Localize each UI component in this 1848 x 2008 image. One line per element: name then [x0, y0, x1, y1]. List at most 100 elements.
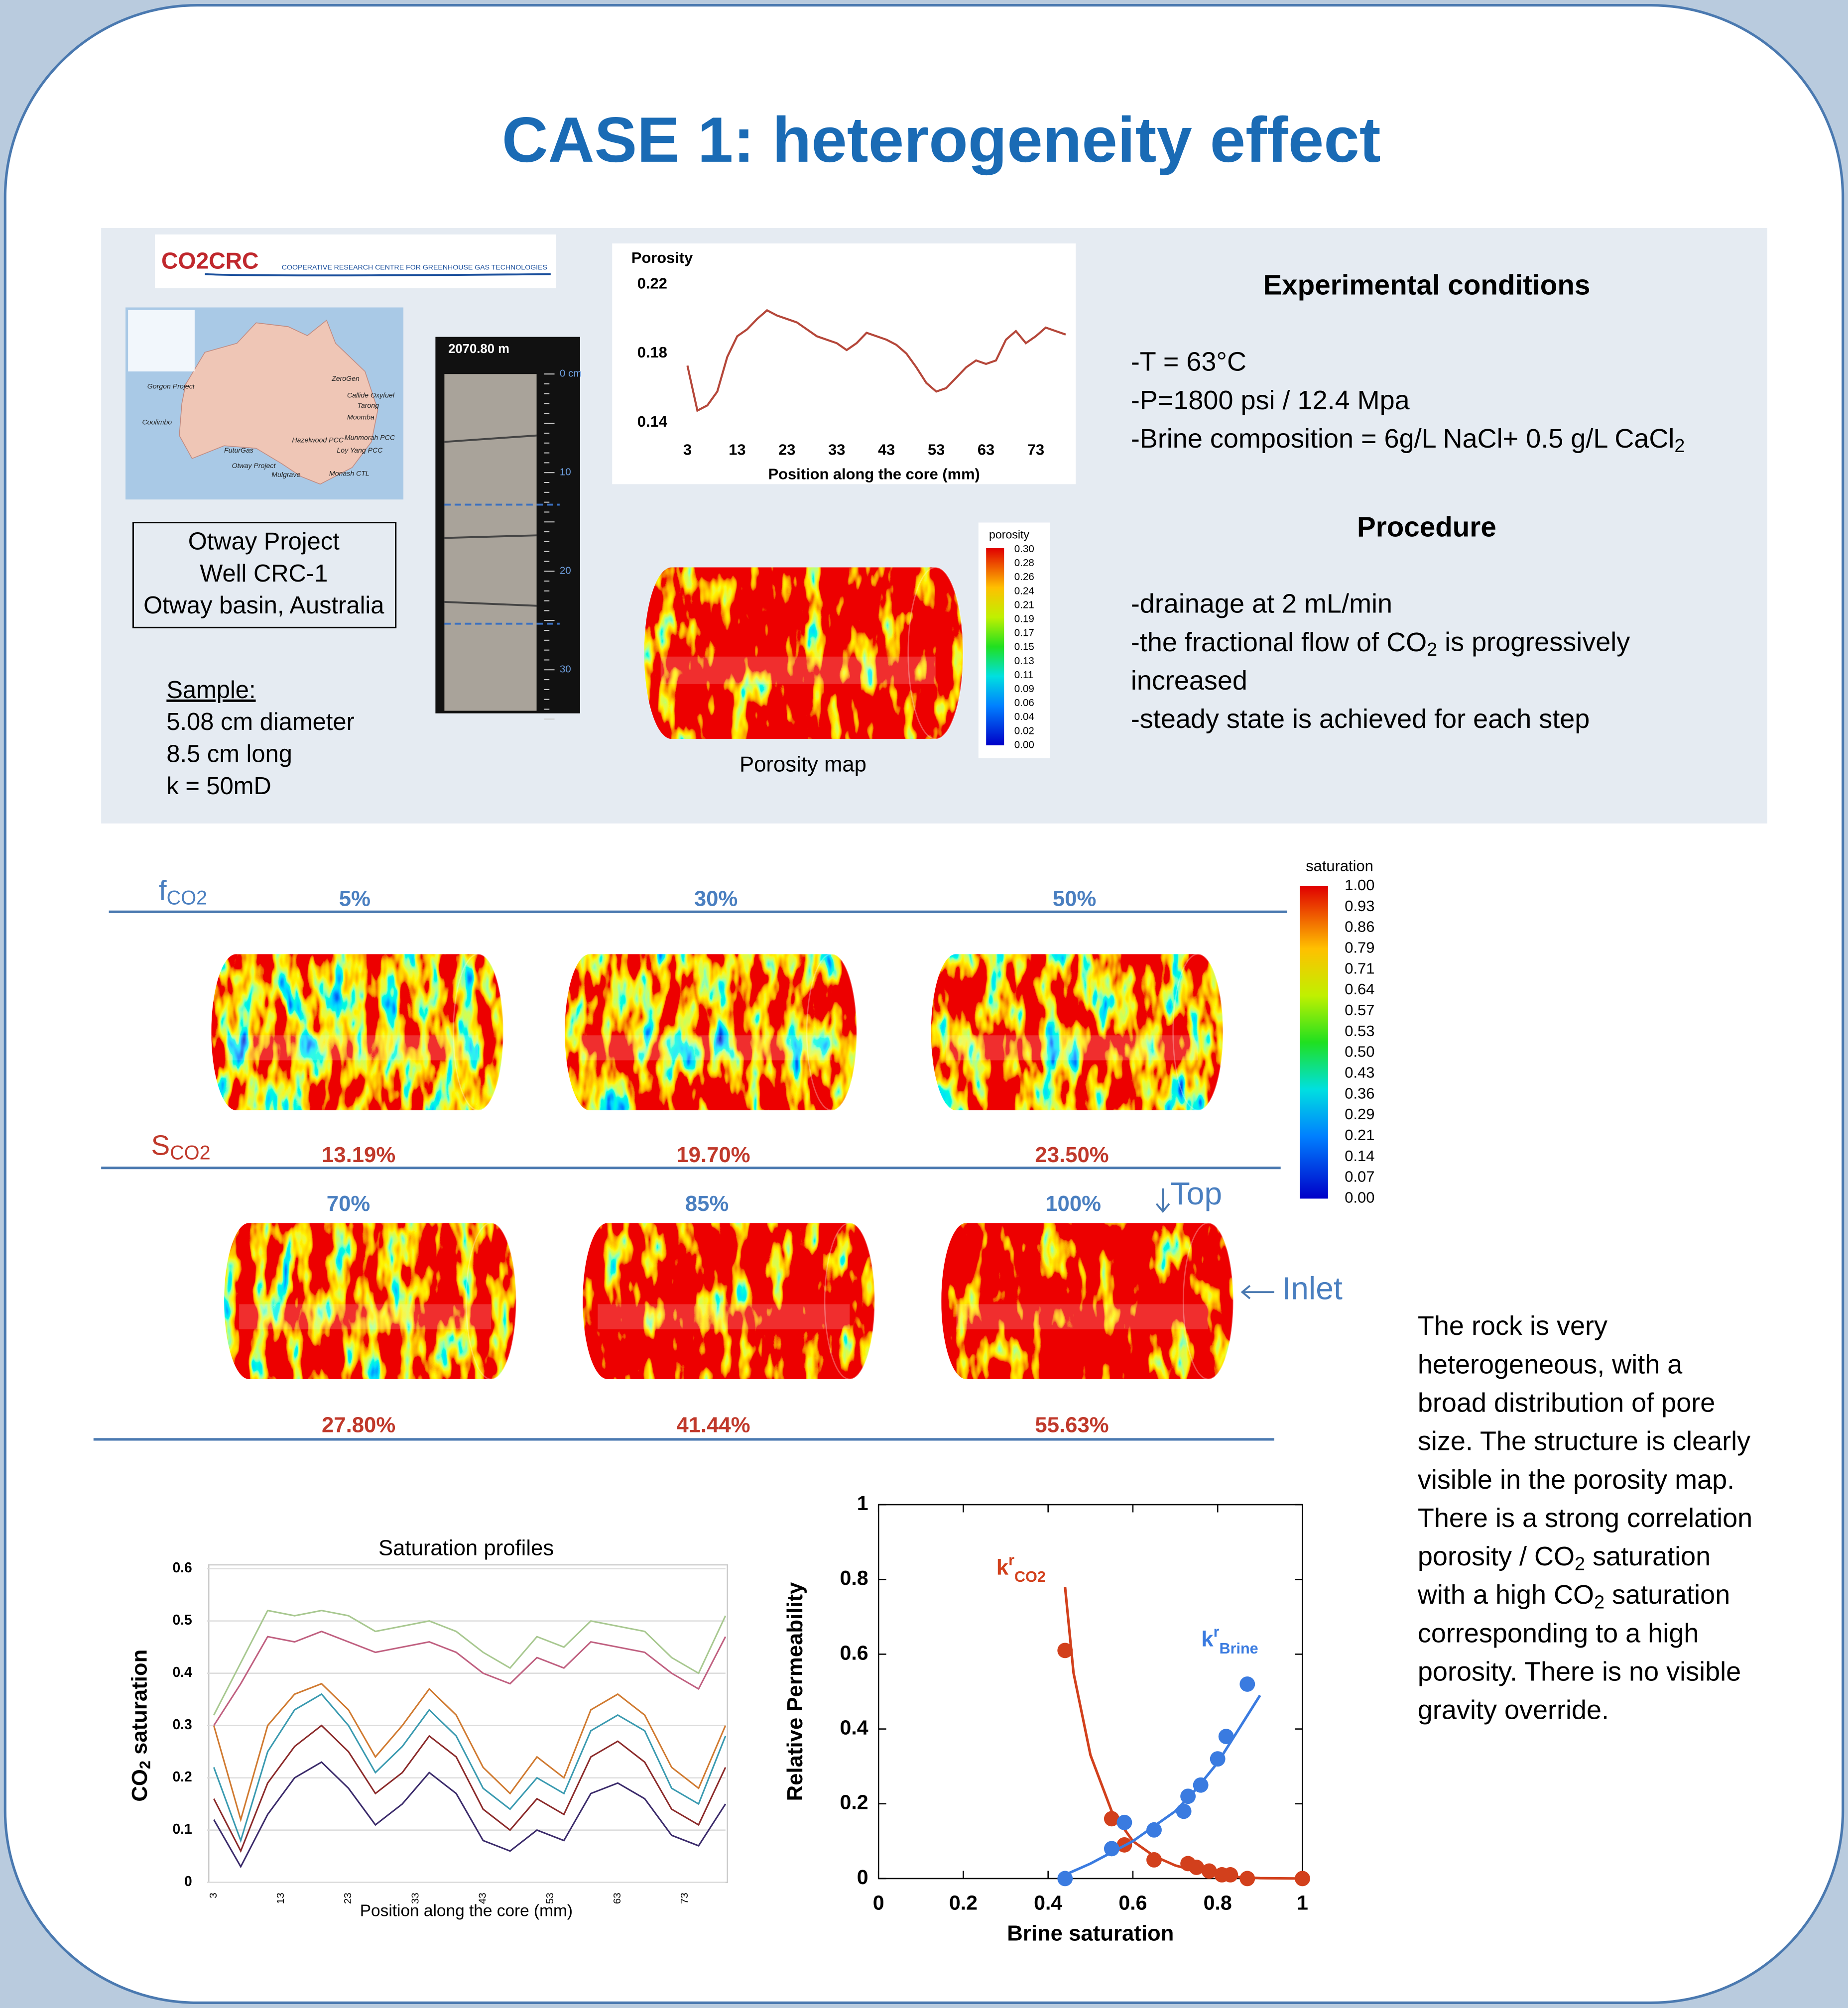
description-line: porosity. There is no visible — [1418, 1657, 1741, 1687]
logo-brand: CRC — [209, 248, 258, 274]
inlet-label: Inlet — [1282, 1271, 1343, 1306]
x-tick-label: 13 — [729, 441, 745, 459]
y-axis-label: CO2 saturation — [127, 1650, 153, 1802]
y-tick-label: 0.8 — [840, 1566, 868, 1589]
data-point — [1210, 1751, 1226, 1767]
cylinder — [565, 954, 857, 1110]
y-axis-label-part: 2 — [137, 1761, 154, 1769]
ruler-label: 20 — [560, 565, 571, 577]
data-line — [213, 1630, 727, 1726]
map-site: Hazelwood PCC — [292, 436, 344, 444]
y-tick-label: 0.4 — [172, 1664, 192, 1680]
y-tick-label: 1 — [857, 1492, 868, 1515]
data-point — [1189, 1860, 1205, 1875]
map-site: Gorgon Project — [147, 382, 195, 390]
f-label: fCO2 — [159, 875, 207, 909]
description-line-part: size. The structure is clearly — [1418, 1426, 1750, 1456]
logo-tagline: COOPERATIVE RESEARCH CENTRE FOR GREENHOU… — [282, 263, 547, 271]
map-site: FuturGas — [224, 446, 253, 454]
x-axis-label: Brine saturation — [1007, 1921, 1174, 1946]
map-site: Coolimbo — [142, 418, 172, 426]
x-tick-label: 63 — [612, 1892, 623, 1904]
data-point — [1116, 1814, 1132, 1830]
description-line: visible in the porosity map. — [1418, 1465, 1734, 1495]
description-line-part: The rock is very — [1418, 1311, 1607, 1341]
sample-heading: Sample: — [166, 677, 255, 704]
colorbar — [986, 548, 1004, 746]
colorbar-label: 0.21 — [1345, 1126, 1374, 1144]
cylinder-edge — [907, 567, 964, 740]
y-axis-label-part: CO — [127, 1769, 151, 1802]
colorbar-label: 0.43 — [1345, 1064, 1374, 1081]
fraction-label: 5% — [339, 887, 370, 911]
map-legend — [128, 310, 195, 372]
description-line: size. The structure is clearly — [1418, 1426, 1750, 1456]
colorbar-label: 0.02 — [1014, 725, 1034, 736]
description-line-part: saturation — [1585, 1541, 1711, 1571]
map-site: Otway Project — [232, 462, 276, 470]
procedure-line-part: -the fractional flow of CO — [1131, 627, 1427, 657]
colorbar-label: 0.28 — [1014, 557, 1034, 569]
cylinder-cut — [239, 1304, 492, 1329]
y-tick-label: 0.6 — [840, 1641, 868, 1664]
y-tick-label: 0.2 — [172, 1769, 192, 1784]
x-axis-label: Position along the core (mm) — [360, 1902, 573, 1920]
cylinder-cut — [956, 1304, 1209, 1329]
cylinder-cut — [580, 1035, 832, 1061]
fraction-label: 50% — [1053, 887, 1096, 911]
data-point — [1146, 1852, 1162, 1868]
y-tick-label: 0 — [184, 1873, 192, 1889]
sample-line: 8.5 cm long — [166, 740, 292, 767]
procedure-line-part: -steady state is achieved for each step — [1131, 704, 1590, 734]
data-point — [1193, 1777, 1209, 1793]
procedure-line: -steady state is achieved for each step — [1131, 704, 1590, 734]
x-tick-label: 0.6 — [1118, 1891, 1147, 1914]
data-point — [1239, 1871, 1255, 1887]
data-point — [1239, 1676, 1255, 1692]
data-point — [1146, 1822, 1162, 1838]
x-tick-label: 3 — [208, 1892, 219, 1898]
description-line: heterogeneous, with a — [1418, 1350, 1683, 1380]
ruler-label: 10 — [560, 467, 571, 478]
series-label: krBrine — [1201, 1623, 1258, 1657]
y-tick-label: 0.1 — [172, 1821, 192, 1837]
procedure-line-part: increased — [1131, 666, 1247, 696]
map-site: ZeroGen — [331, 374, 360, 382]
x-tick-label: 53 — [544, 1892, 556, 1904]
description-line-part: There is a strong correlation — [1418, 1503, 1752, 1533]
procedure-line: increased — [1131, 666, 1247, 696]
location-box — [132, 521, 397, 628]
colorbar-label: 0.93 — [1345, 897, 1374, 915]
colorbar-label: 0.06 — [1014, 697, 1034, 709]
description-line-part: porosity. There is no visible — [1418, 1657, 1741, 1687]
x-tick-label: 23 — [342, 1892, 354, 1904]
x-tick-label: 23 — [778, 441, 795, 459]
core-fractures — [444, 434, 537, 607]
y-tick-label: 0.3 — [172, 1716, 192, 1732]
label-sup: r — [1214, 1623, 1220, 1640]
fraction-label: 70% — [327, 1191, 370, 1216]
plot-frame — [877, 1504, 1303, 1880]
colorbar-label: 0.64 — [1345, 980, 1374, 998]
x-tick-label: 43 — [477, 1892, 489, 1904]
x-tick-label: 73 — [1027, 441, 1044, 459]
description-line-part: 2 — [1594, 1592, 1604, 1613]
data-point — [1218, 1729, 1234, 1745]
location-line: Otway basin, Australia — [143, 592, 384, 619]
map-site: Tarong — [358, 401, 379, 409]
chart-title: Porosity — [631, 249, 693, 266]
y-axis-label: Relative Permeability — [783, 1582, 807, 1801]
condition-line-part: -Brine composition = 6g/L NaCl+ 0.5 g/L … — [1131, 424, 1675, 454]
y-tick-label: 0.22 — [637, 274, 667, 292]
description-line-part: saturation — [1604, 1580, 1730, 1610]
cylinder — [644, 567, 963, 739]
label-sub: CO2 — [1014, 1568, 1046, 1585]
cylinder-edge — [465, 1222, 517, 1380]
condition-line-part: 2 — [1674, 436, 1685, 457]
description-line-part: broad distribution of pore — [1418, 1388, 1715, 1418]
colorbar-label: 0.71 — [1345, 959, 1374, 977]
logo-box — [155, 234, 556, 288]
section-heading: Experimental conditions — [1263, 269, 1590, 300]
x-axis-label: Position along the core (mm) — [768, 466, 980, 483]
fraction-label: 85% — [685, 1191, 729, 1216]
